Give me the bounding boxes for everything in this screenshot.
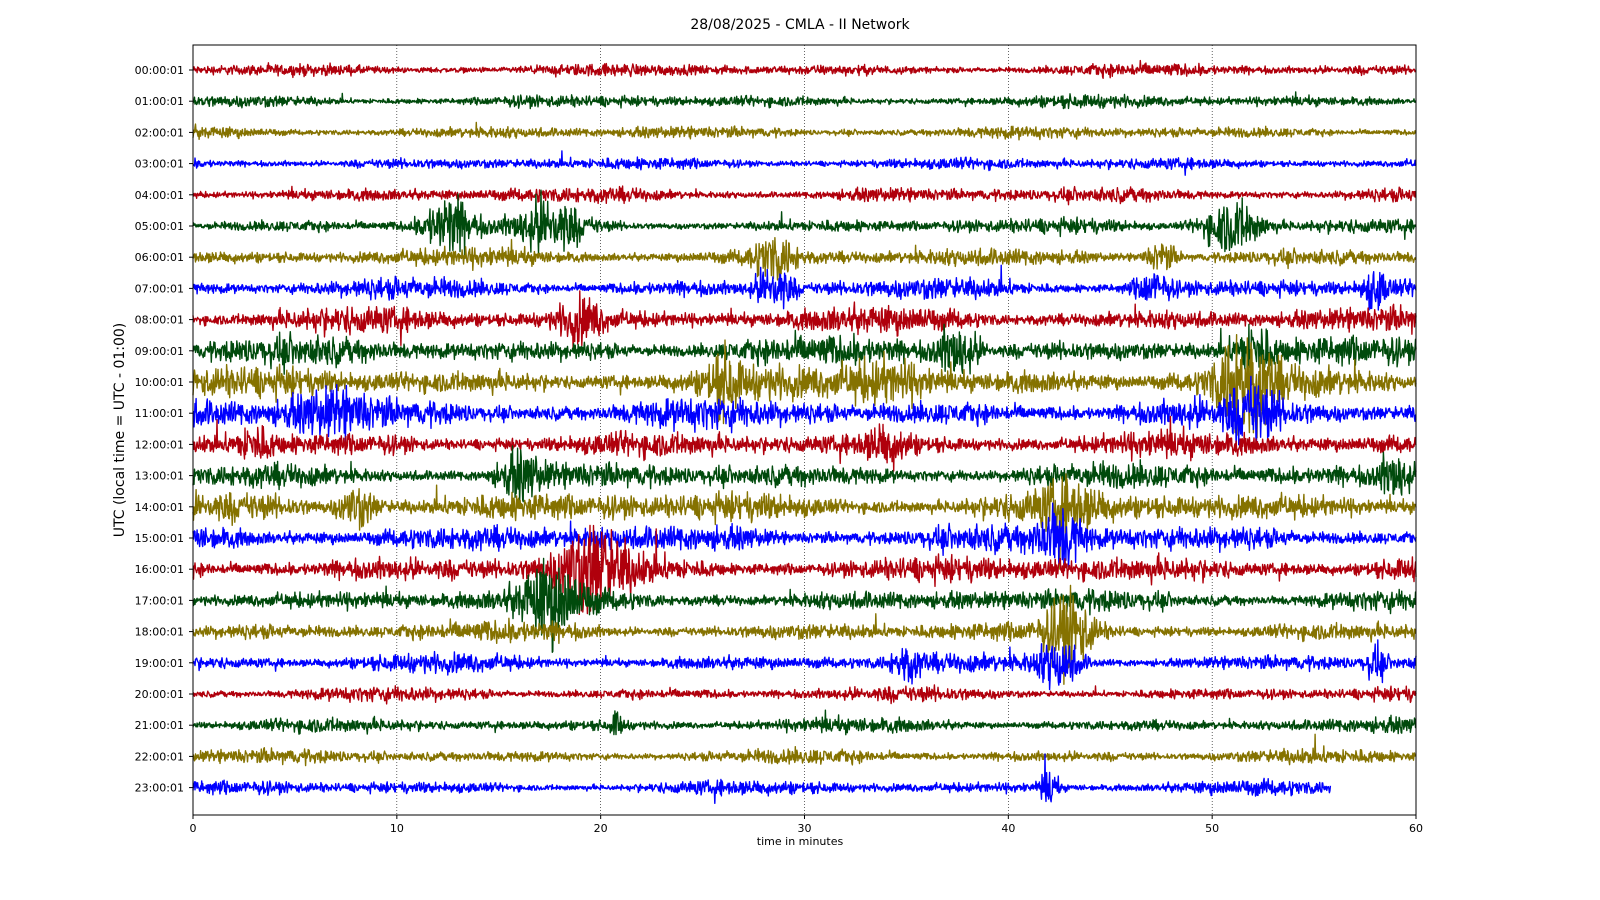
- x-tick-label-20: 20: [594, 822, 608, 835]
- y-tick-label-03:00:01: 03:00:01: [135, 158, 184, 171]
- plot-frame: [192, 44, 1417, 816]
- y-tick-label-15:00:01: 15:00:01: [135, 532, 184, 545]
- y-tick-label-19:00:01: 19:00:01: [135, 657, 184, 670]
- trace-row-03:00:01: [192, 150, 1417, 176]
- y-tick-label-11:00:01: 11:00:01: [135, 407, 184, 420]
- y-axis-label: UTC (local time = UTC - 01:00): [112, 323, 128, 538]
- y-tick-label-07:00:01: 07:00:01: [135, 282, 184, 295]
- y-tick-label-12:00:01: 12:00:01: [135, 438, 184, 451]
- x-tick-labels: 0 10 20 30 40 50 60: [190, 815, 1423, 835]
- grid-lines: [396, 45, 1213, 815]
- y-tick-label-13:00:01: 13:00:01: [135, 470, 184, 483]
- trace-row-16:00:01: [192, 524, 1417, 616]
- trace-row-22:00:01: [192, 733, 1417, 767]
- chart-title: 28/08/2025 - CMLA - II Network: [690, 17, 910, 33]
- trace-row-21:00:01: [192, 709, 1417, 736]
- trace-row-07:00:01: [192, 264, 1417, 311]
- trace-row-15:00:01: [192, 502, 1417, 568]
- trace-row-08:00:01: [192, 290, 1417, 350]
- trace-row-11:00:01: [192, 375, 1417, 450]
- x-tick-label-10: 10: [390, 822, 404, 835]
- x-tick-label-60: 60: [1409, 822, 1423, 835]
- y-tick-label-23:00:01: 23:00:01: [135, 782, 184, 795]
- trace-row-12:00:01: [192, 415, 1417, 472]
- y-tick-label-05:00:01: 05:00:01: [135, 220, 184, 233]
- y-tick-label-08:00:01: 08:00:01: [135, 314, 184, 327]
- y-tick-label-09:00:01: 09:00:01: [135, 345, 184, 358]
- trace-row-04:00:01: [192, 185, 1417, 206]
- trace-row-17:00:01: [192, 557, 1417, 653]
- seismic-traces: [192, 59, 1417, 804]
- y-tick-label-16:00:01: 16:00:01: [135, 563, 184, 576]
- trace-row-02:00:01: [192, 121, 1417, 141]
- y-tick-label-04:00:01: 04:00:01: [135, 189, 184, 202]
- trace-row-00:00:01: [192, 59, 1417, 79]
- y-tick-label-06:00:01: 06:00:01: [135, 251, 184, 264]
- y-tick-label-22:00:01: 22:00:01: [135, 750, 184, 763]
- x-tick-label-30: 30: [798, 822, 812, 835]
- trace-row-23:00:01: [192, 753, 1332, 804]
- y-tick-label-17:00:01: 17:00:01: [135, 594, 184, 607]
- y-tick-label-02:00:01: 02:00:01: [135, 126, 184, 139]
- y-tick-label-01:00:01: 01:00:01: [135, 95, 184, 108]
- y-tick-label-10:00:01: 10:00:01: [135, 376, 184, 389]
- trace-row-18:00:01: [192, 584, 1417, 685]
- y-tick-label-00:00:01: 00:00:01: [135, 64, 184, 77]
- trace-row-10:00:01: [192, 334, 1417, 439]
- x-tick-label-50: 50: [1205, 822, 1219, 835]
- x-tick-label-40: 40: [1001, 822, 1015, 835]
- trace-row-19:00:01: [192, 639, 1417, 691]
- trace-row-14:00:01: [192, 473, 1417, 570]
- y-tick-label-14:00:01: 14:00:01: [135, 501, 184, 514]
- y-tick-label-21:00:01: 21:00:01: [135, 719, 184, 732]
- y-tick-labels: 00:00:01 01:00:01 02:00:01 03:00:01 04:00:01…: [135, 64, 193, 795]
- trace-row-09:00:01: [192, 323, 1417, 376]
- trace-row-06:00:01: [192, 237, 1417, 281]
- x-axis-label: time in minutes: [757, 835, 844, 848]
- trace-row-05:00:01: [192, 189, 1417, 256]
- x-tick-label-0: 0: [190, 822, 197, 835]
- trace-row-13:00:01: [192, 445, 1417, 505]
- trace-row-01:00:01: [192, 91, 1417, 110]
- y-tick-label-20:00:01: 20:00:01: [135, 688, 184, 701]
- y-tick-label-18:00:01: 18:00:01: [135, 626, 184, 639]
- trace-row-20:00:01: [192, 684, 1417, 705]
